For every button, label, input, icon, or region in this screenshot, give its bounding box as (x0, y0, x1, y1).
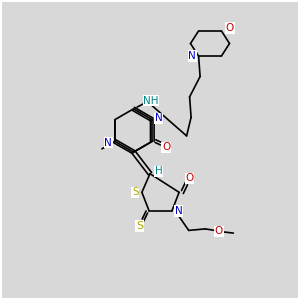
Text: H: H (154, 166, 162, 176)
Text: O: O (162, 142, 170, 152)
Text: NH: NH (143, 95, 159, 106)
Text: N: N (175, 206, 182, 216)
Text: N: N (155, 113, 163, 123)
Text: O: O (185, 173, 194, 183)
Text: S: S (136, 221, 143, 231)
Text: O: O (226, 23, 234, 33)
Text: O: O (215, 226, 223, 236)
Text: N: N (188, 51, 196, 61)
Text: N: N (104, 138, 112, 148)
Text: S: S (132, 187, 139, 197)
